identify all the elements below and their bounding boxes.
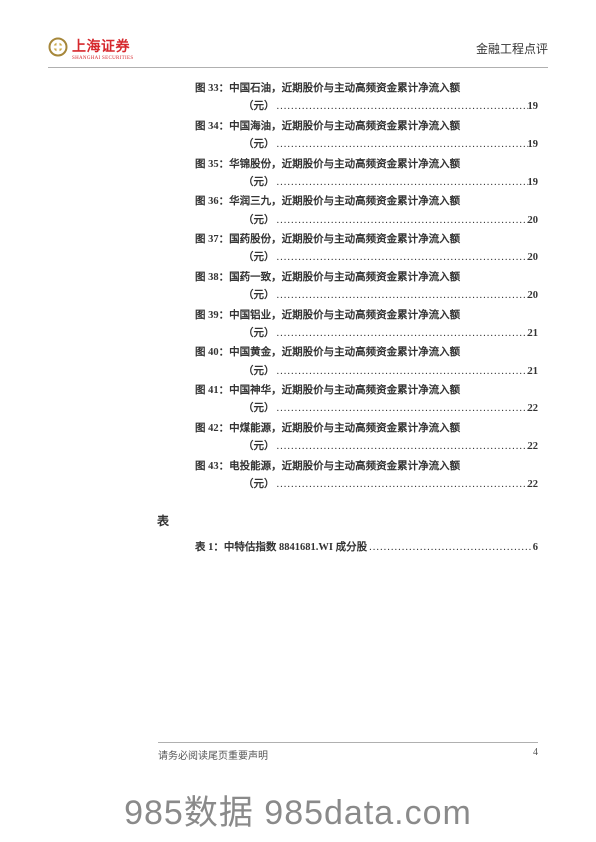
toc-entry-unit: （元） [243, 476, 275, 494]
toc-entry-title: 图 38：国药一致，近期股价与主动高频资金累计净流入额 [195, 269, 538, 287]
toc-entry-line2: （元）.....................................… [195, 249, 538, 267]
toc-dots: ........................................… [275, 136, 528, 154]
toc-entry-page: 22 [528, 400, 539, 418]
toc-entry-title: 图 33：中国石油，近期股价与主动高频资金累计净流入额 [195, 80, 538, 98]
toc-entry-line2: （元）.....................................… [195, 287, 538, 305]
toc-dots: ........................................… [275, 98, 528, 116]
tables-section-title: 表 [157, 512, 538, 529]
toc-dots: ........................................… [275, 438, 528, 456]
watermark: 985数据 985data.com [0, 785, 596, 834]
toc-figure-entry: 图 33：中国石油，近期股价与主动高频资金累计净流入额（元）..........… [195, 80, 538, 117]
toc-entry-unit: （元） [243, 98, 275, 116]
logo-text-en: SHANGHAI SECURITIES [72, 56, 133, 61]
table-list: 表 1：中特估指数 8841681.WI 成分股 ...............… [195, 539, 538, 554]
toc-entry-line2: （元）.....................................… [195, 174, 538, 192]
toc-table-entry: 表 1：中特估指数 8841681.WI 成分股 ...............… [195, 539, 538, 554]
toc-entry-unit: （元） [243, 136, 275, 154]
toc-table-label: 表 1：中特估指数 8841681.WI 成分股 [195, 539, 367, 554]
toc-dots: ........................................… [275, 476, 528, 494]
toc-figure-entry: 图 42：中煤能源，近期股价与主动高频资金累计净流入额（元）..........… [195, 420, 538, 457]
toc-entry-unit: （元） [243, 174, 275, 192]
toc-figure-entry: 图 35：华锦股份，近期股价与主动高频资金累计净流入额（元）..........… [195, 156, 538, 193]
toc-entry-page: 22 [528, 438, 539, 456]
toc-entry-line2: （元）.....................................… [195, 325, 538, 343]
toc-entry-unit: （元） [243, 287, 275, 305]
toc-dots: ........................................… [275, 400, 528, 418]
toc-entry-line2: （元）.....................................… [195, 136, 538, 154]
toc-entry-page: 19 [528, 98, 539, 116]
toc-entry-unit: （元） [243, 438, 275, 456]
toc-entry-title: 图 41：中国神华，近期股价与主动高频资金累计净流入额 [195, 382, 538, 400]
toc-entry-page: 19 [528, 136, 539, 154]
toc-entry-unit: （元） [243, 400, 275, 418]
toc-dots: ........................................… [275, 212, 528, 230]
toc-entry-title: 图 35：华锦股份，近期股价与主动高频资金累计净流入额 [195, 156, 538, 174]
toc-entry-line2: （元）.....................................… [195, 400, 538, 418]
logo: 上海证券 SHANGHAI SECURITIES [48, 36, 133, 61]
toc-entry-title: 图 36：华润三九，近期股价与主动高频资金累计净流入额 [195, 193, 538, 211]
toc-entry-line2: （元）.....................................… [195, 212, 538, 230]
toc-entry-page: 20 [528, 212, 539, 230]
toc-entry-title: 图 40：中国黄金，近期股价与主动高频资金累计净流入额 [195, 344, 538, 362]
toc-figure-entry: 图 40：中国黄金，近期股价与主动高频资金累计净流入额（元）..........… [195, 344, 538, 381]
toc-entry-unit: （元） [243, 363, 275, 381]
logo-text-cn: 上海证券 [72, 36, 133, 56]
toc-dots: ........................................… [367, 542, 533, 553]
footer-pagenum: 4 [533, 747, 538, 762]
figure-list: 图 33：中国石油，近期股价与主动高频资金累计净流入额（元）..........… [195, 80, 538, 494]
toc-entry-unit: （元） [243, 249, 275, 267]
header-category: 金融工程点评 [476, 40, 548, 57]
toc-figure-entry: 图 36：华润三九，近期股价与主动高频资金累计净流入额（元）..........… [195, 193, 538, 230]
toc-entry-line2: （元）.....................................… [195, 476, 538, 494]
toc-figure-entry: 图 41：中国神华，近期股价与主动高频资金累计净流入额（元）..........… [195, 382, 538, 419]
toc-entry-page: 22 [528, 476, 539, 494]
toc-figure-entry: 图 38：国药一致，近期股价与主动高频资金累计净流入额（元）..........… [195, 269, 538, 306]
toc-entry-line2: （元）.....................................… [195, 98, 538, 116]
toc-entry-page: 21 [528, 363, 539, 381]
toc-entry-page: 20 [528, 249, 539, 267]
toc-figure-entry: 图 37：国药股份，近期股价与主动高频资金累计净流入额（元）..........… [195, 231, 538, 268]
toc-dots: ........................................… [275, 249, 528, 267]
toc-entry-page: 21 [528, 325, 539, 343]
toc-figure-entry: 图 34：中国海油，近期股价与主动高频资金累计净流入额（元）..........… [195, 118, 538, 155]
footer-disclaimer: 请务必阅读尾页重要声明 [158, 747, 268, 762]
page-header: 上海证券 SHANGHAI SECURITIES 金融工程点评 [48, 36, 548, 68]
toc-dots: ........................................… [275, 325, 528, 343]
toc-entry-title: 图 39：中国铝业，近期股价与主动高频资金累计净流入额 [195, 307, 538, 325]
toc-figure-entry: 图 43：电投能源，近期股价与主动高频资金累计净流入额（元）..........… [195, 458, 538, 495]
toc-entry-title: 图 34：中国海油，近期股价与主动高频资金累计净流入额 [195, 118, 538, 136]
toc-entry-page: 20 [528, 287, 539, 305]
toc-figure-entry: 图 39：中国铝业，近期股价与主动高频资金累计净流入额（元）..........… [195, 307, 538, 344]
toc-entry-line2: （元）.....................................… [195, 363, 538, 381]
toc-content: 图 33：中国石油，近期股价与主动高频资金累计净流入额（元）..........… [195, 80, 538, 554]
toc-dots: ........................................… [275, 287, 528, 305]
toc-dots: ........................................… [275, 363, 528, 381]
page-footer: 请务必阅读尾页重要声明 4 [158, 742, 538, 762]
toc-entry-line2: （元）.....................................… [195, 438, 538, 456]
logo-icon [48, 37, 68, 60]
toc-entry-title: 图 43：电投能源，近期股价与主动高频资金累计净流入额 [195, 458, 538, 476]
toc-entry-unit: （元） [243, 212, 275, 230]
toc-entry-unit: （元） [243, 325, 275, 343]
toc-table-page: 6 [533, 542, 538, 553]
toc-entry-page: 19 [528, 174, 539, 192]
toc-entry-title: 图 37：国药股份，近期股价与主动高频资金累计净流入额 [195, 231, 538, 249]
toc-dots: ........................................… [275, 174, 528, 192]
toc-entry-title: 图 42：中煤能源，近期股价与主动高频资金累计净流入额 [195, 420, 538, 438]
